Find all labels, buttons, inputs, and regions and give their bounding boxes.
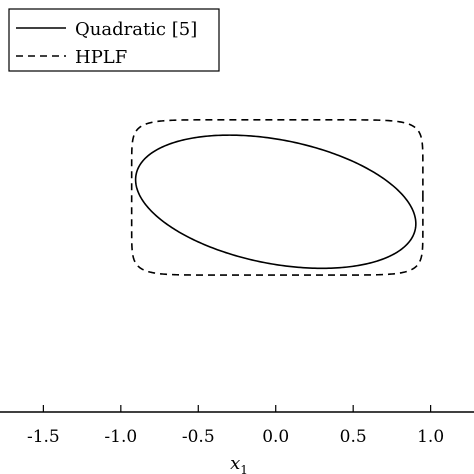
legend-box [8,8,220,72]
legend: Quadratic [5] HPLF [8,8,220,72]
x-tick-label: -0.5 [182,427,215,447]
x-tick-label: 0.5 [340,427,367,447]
x-axis-label-subscript: 1 [240,463,248,474]
plot-area [130,119,424,276]
legend-label-quadratic: Quadratic [5] [75,19,197,40]
series-line-quadratic [134,134,417,270]
x-tick-label: 1.0 [417,427,444,447]
x-tick-label: 0.0 [262,427,289,447]
x-axis-label: x1 [230,453,248,474]
x-axis-label-main: x [230,453,240,474]
series-line-hplf [130,119,424,276]
x-tick-label: -1.0 [104,427,137,447]
x-tick-label: -1.5 [27,427,60,447]
legend-label-hplf: HPLF [75,47,127,68]
x-axis: -1.5 -1.0 -0.5 0.0 0.5 1.0 [0,405,474,447]
